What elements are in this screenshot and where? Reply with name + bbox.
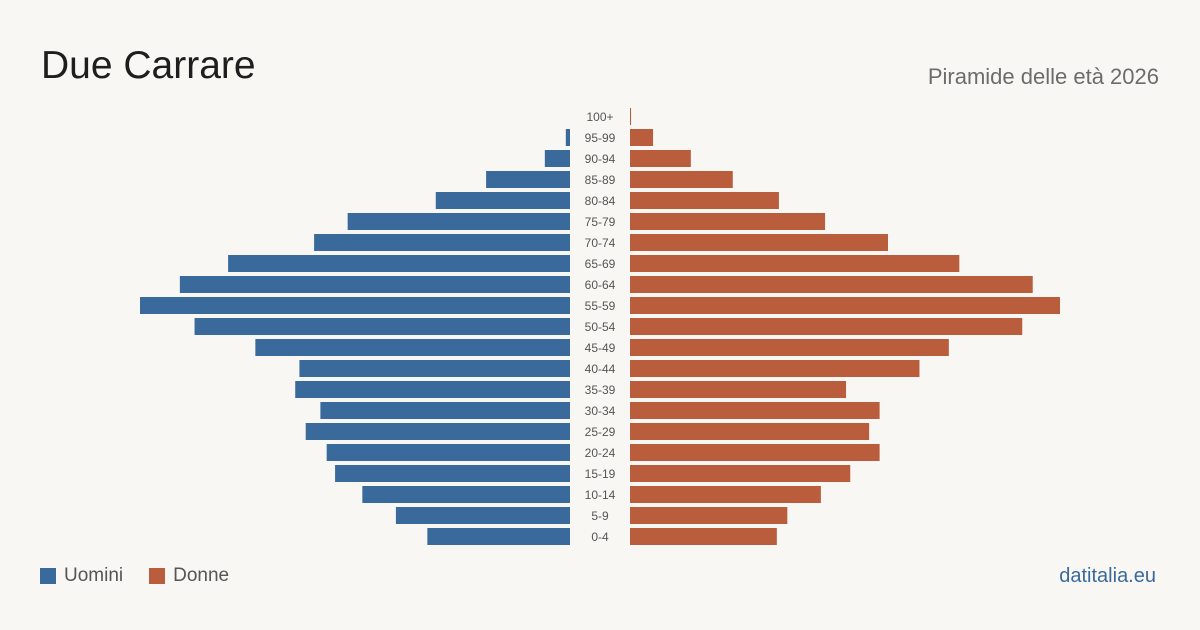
bar-women-20-24 [630,444,880,461]
age-label-80-84: 80-84 [585,194,616,208]
legend-swatch-women [149,568,166,584]
bar-men-55-59 [140,297,570,314]
bar-women-100plus [630,108,632,125]
bar-women-95-99 [630,129,654,146]
age-label-40-44: 40-44 [585,362,616,376]
bar-men-80-84 [435,192,570,209]
bar-men-85-89 [486,171,570,188]
age-label-20-24: 20-24 [585,446,616,460]
bar-women-30-34 [630,402,880,419]
bar-men-5-9 [395,507,570,524]
bar-men-30-34 [320,402,570,419]
bar-men-90-94 [544,150,570,167]
bar-men-20-24 [326,444,570,461]
bar-men-10-14 [362,486,570,503]
age-label-25-29: 25-29 [585,425,616,439]
bar-men-45-49 [255,339,571,356]
bar-women-25-29 [630,423,870,440]
bar-men-15-19 [335,465,570,482]
bar-women-55-59 [630,297,1060,314]
bar-women-15-19 [630,465,851,482]
age-label-55-59: 55-59 [585,299,616,313]
bar-women-35-39 [630,381,847,398]
page-title: Due Carrare [41,44,256,87]
bar-men-40-44 [299,360,570,377]
bar-women-80-84 [630,192,779,209]
bar-women-60-64 [630,276,1033,293]
bar-men-70-74 [314,234,570,251]
age-label-65-69: 65-69 [585,257,616,271]
chart-subtitle: Piramide delle età 2026 [927,64,1159,89]
legend-label-women: Donne [173,565,230,586]
bar-men-60-64 [179,276,571,293]
age-label-15-19: 15-19 [585,467,616,481]
age-label-45-49: 45-49 [585,341,616,355]
bar-women-90-94 [630,150,691,167]
bar-women-40-44 [630,360,920,377]
bar-women-75-79 [630,213,826,230]
bar-men-35-39 [295,381,570,398]
bar-women-65-69 [630,255,960,272]
age-label-70-74: 70-74 [585,236,616,250]
bar-men-65-69 [228,255,570,272]
bar-men-50-54 [194,318,570,335]
bar-men-75-79 [347,213,570,230]
age-label-95-99: 95-99 [585,131,616,145]
age-label-5-9: 5-9 [591,509,609,523]
age-label-100plus: 100+ [586,110,613,124]
age-label-90-94: 90-94 [585,152,616,166]
bar-men-25-29 [305,423,570,440]
legend-item-men: Uomini [40,565,123,587]
legend-label-men: Uomini [64,565,124,586]
age-label-0-4: 0-4 [591,530,609,544]
age-label-75-79: 75-79 [585,215,616,229]
bar-women-5-9 [630,507,788,524]
legend-swatch-men [40,568,56,584]
bar-women-10-14 [630,486,821,503]
legend-item-women: Donne [149,565,229,587]
bar-women-50-54 [630,318,1023,335]
age-label-35-39: 35-39 [585,383,616,397]
bar-men-95-99 [565,129,570,146]
source-link[interactable]: datitalia.eu [1059,565,1156,587]
age-label-30-34: 30-34 [585,404,616,418]
age-label-85-89: 85-89 [585,173,616,187]
bar-women-85-89 [630,171,733,188]
bar-men-0-4 [427,528,570,545]
bar-women-0-4 [630,528,777,545]
age-label-10-14: 10-14 [585,488,616,502]
age-label-50-54: 50-54 [585,320,616,334]
chart-legend: Uomini Donne [40,565,255,587]
bar-women-70-74 [630,234,888,251]
bar-women-45-49 [630,339,949,356]
age-label-60-64: 60-64 [585,278,616,292]
